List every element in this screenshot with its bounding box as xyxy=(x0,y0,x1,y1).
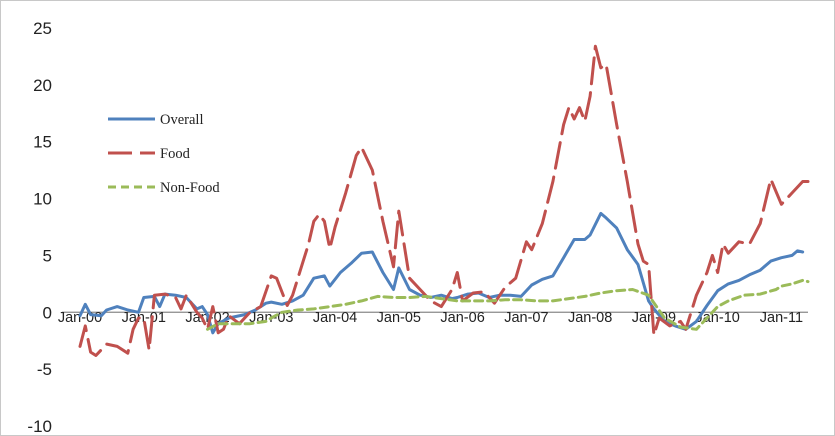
x-tick-label: Jan-05 xyxy=(377,310,421,326)
series-layer xyxy=(78,44,810,357)
y-tick-label: 25 xyxy=(33,19,52,38)
y-tick-label: -10 xyxy=(27,417,52,436)
legend-label: Overall xyxy=(160,112,203,128)
legend-label: Food xyxy=(160,146,191,162)
y-tick-label: 15 xyxy=(33,133,52,152)
y-tick-label: 20 xyxy=(33,76,52,95)
legend-label: Non-Food xyxy=(160,180,220,196)
x-tick-label: Jan-07 xyxy=(504,310,548,326)
x-tick-label: Jan-06 xyxy=(440,310,484,326)
x-tick-label: Jan-04 xyxy=(313,310,357,326)
x-tick-label: Jan-10 xyxy=(695,310,739,326)
y-tick-label: 10 xyxy=(33,190,52,209)
y-tick-label: -5 xyxy=(37,360,52,379)
y-tick-label: 0 xyxy=(43,303,52,322)
x-tick-label: Jan-11 xyxy=(760,310,803,326)
x-tick-label: Jan-08 xyxy=(568,310,612,326)
series-line-food xyxy=(78,44,810,357)
y-tick-label: 5 xyxy=(43,246,52,265)
legend: Overall Food Non-Food xyxy=(108,112,220,196)
x-tick-label: Jan-01 xyxy=(122,310,166,326)
series-line-non-food xyxy=(206,278,810,331)
y-axis: -10 -5 0 5 10 15 20 25 xyxy=(27,19,52,436)
